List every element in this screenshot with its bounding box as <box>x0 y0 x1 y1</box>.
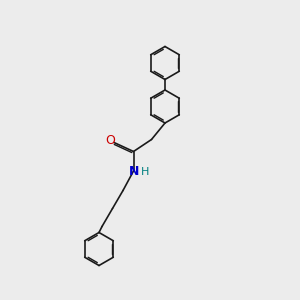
Text: O: O <box>106 134 115 147</box>
Text: H: H <box>141 167 149 177</box>
Text: N: N <box>129 165 139 178</box>
